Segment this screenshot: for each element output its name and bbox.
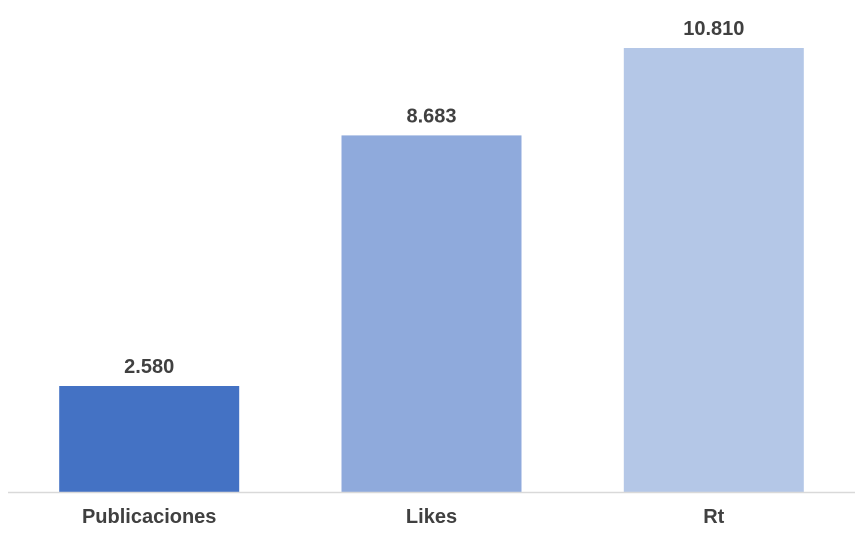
value-label-rt: 10.810	[683, 18, 744, 40]
category-label-likes: Likes	[406, 506, 457, 528]
bar-rt	[623, 48, 804, 492]
value-label-publicaciones: 2.580	[124, 356, 174, 378]
bar-likes	[341, 135, 522, 492]
bars-group	[59, 48, 804, 492]
category-label-rt: Rt	[703, 506, 724, 528]
category-label-publicaciones: Publicaciones	[82, 506, 217, 528]
value-label-likes: 8.683	[406, 105, 456, 127]
bar-publicaciones	[59, 386, 240, 492]
category-labels-group: Publicaciones Likes Rt	[82, 506, 725, 528]
value-labels-group: 2.580 8.683 10.810	[124, 18, 744, 378]
